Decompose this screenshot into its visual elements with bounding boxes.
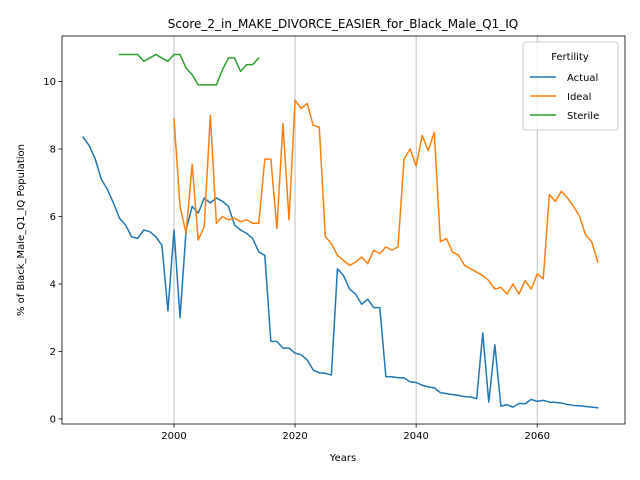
x-tick-label: 2020: [282, 431, 307, 442]
x-tick-label: 2000: [161, 431, 186, 442]
x-tick-label: 2040: [403, 431, 428, 442]
legend-entries: Actual Ideal Sterile: [530, 73, 599, 122]
x-tick-label: 2060: [524, 431, 549, 442]
y-tick-label: 4: [50, 279, 56, 290]
y-tick-label: 0: [50, 414, 56, 425]
series-line-sterile: [118, 53, 260, 86]
series-line-ideal: [173, 99, 599, 295]
axis-ticks: 2000 2020 2040 2060 0 2 4 6 8 10: [43, 77, 550, 442]
plot-area-frame: [61, 35, 626, 425]
y-tick-label: 8: [50, 145, 56, 156]
legend-label-ideal: Ideal: [567, 92, 591, 103]
y-axis-title: % of Black_Male_Q1_IQ Population: [16, 144, 27, 316]
legend-title: Fertility: [551, 52, 589, 63]
y-tick-label: 2: [50, 347, 56, 358]
y-tick-label: 10: [43, 77, 56, 88]
legend-box: [522, 41, 619, 131]
series-line-actual: [82, 136, 599, 409]
series-lines: [82, 53, 599, 409]
y-tick-label: 6: [50, 212, 56, 223]
chart-title: Score_2_in_MAKE_DIVORCE_EASIER_for_Black…: [168, 17, 518, 31]
legend-label-actual: Actual: [567, 73, 598, 84]
legend-label-sterile: Sterile: [567, 111, 599, 122]
legend: Fertility Actual Ideal Sterile: [522, 41, 619, 131]
x-axis-title: Years: [329, 453, 356, 464]
